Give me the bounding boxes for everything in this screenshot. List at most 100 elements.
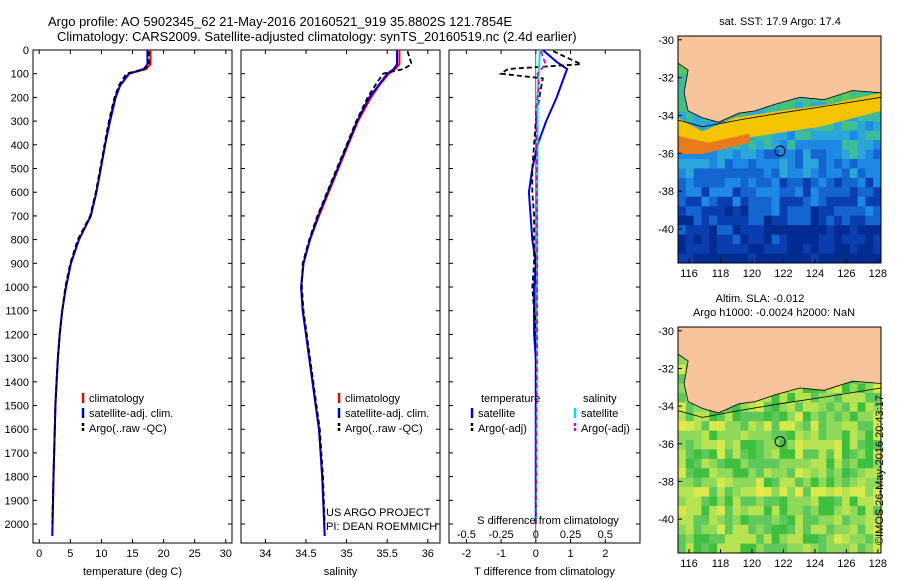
field-cell <box>841 534 851 544</box>
field-cell <box>795 430 804 441</box>
field-cell <box>818 196 827 207</box>
field-cell <box>834 253 843 264</box>
field-cell <box>732 477 741 488</box>
field-cell <box>748 158 757 169</box>
field-cell <box>771 158 780 169</box>
field-cell <box>748 402 757 413</box>
field-cell <box>701 477 710 488</box>
field-cell <box>732 158 741 169</box>
field-cell <box>841 421 851 431</box>
field-cell <box>795 543 804 554</box>
depth-tick-label: 200 <box>11 92 29 104</box>
field-cell <box>771 225 780 236</box>
field-cell <box>873 440 882 450</box>
field-cell <box>865 496 874 507</box>
field-cell <box>810 196 819 207</box>
field-cell <box>685 440 695 450</box>
field-cell <box>841 158 851 169</box>
field-cell <box>685 187 695 198</box>
field-cell <box>865 524 874 535</box>
field-cell <box>795 515 804 526</box>
depth-tick-label: 1800 <box>5 472 29 484</box>
field-cell <box>763 158 773 169</box>
field-cell <box>857 168 866 179</box>
field-cell <box>685 168 695 179</box>
field-cell <box>678 168 687 179</box>
field-cell <box>763 206 773 217</box>
field-cell <box>771 421 780 431</box>
field-cell <box>826 177 835 188</box>
field-cell <box>709 206 718 217</box>
series-salinity-1 <box>300 50 398 536</box>
field-cell <box>834 140 843 150</box>
field-cell <box>873 487 882 497</box>
field-cell <box>810 430 819 441</box>
field-cell <box>717 458 726 469</box>
field-cell <box>810 543 819 554</box>
field-cell <box>849 130 858 141</box>
field-cell <box>826 158 835 169</box>
field-cell <box>779 468 788 479</box>
field-cell <box>771 102 780 113</box>
field-cell <box>771 140 780 150</box>
lat-tick-label: -32 <box>658 73 674 85</box>
bathymetry-contour <box>677 96 882 128</box>
field-cell <box>748 421 757 431</box>
field-cell <box>810 477 819 488</box>
field-cell <box>701 421 710 431</box>
field-cell <box>779 534 788 544</box>
field-cell <box>740 515 749 526</box>
field-cell <box>795 140 804 150</box>
field-cell <box>865 168 874 179</box>
field-cell <box>865 468 874 479</box>
field-cell <box>771 411 780 422</box>
x-tick-label: 35.5 <box>376 548 397 560</box>
map-frame <box>677 35 882 264</box>
field-cell <box>678 374 687 384</box>
field-cell <box>779 253 788 264</box>
field-cell <box>678 543 687 554</box>
field-cell <box>771 515 780 526</box>
lat-tick-label: -38 <box>658 476 674 488</box>
field-cell <box>678 364 687 375</box>
field-cell <box>834 468 843 479</box>
figure-title-line2: Climatology: CARS2009. Satellite-adjuste… <box>57 29 577 44</box>
field-cell <box>802 458 812 469</box>
field-cell <box>818 449 827 460</box>
field-cell <box>763 468 773 479</box>
field-cell <box>810 524 819 535</box>
field-cell <box>685 158 695 169</box>
field-cell <box>834 477 843 488</box>
field-cell <box>787 130 796 141</box>
lat-tick-label: -30 <box>658 35 674 47</box>
warm-band <box>678 133 750 155</box>
x-tick-label: 10 <box>95 548 107 560</box>
field-cell <box>717 543 726 554</box>
field-cell <box>810 225 819 236</box>
field-cell <box>802 253 812 264</box>
field-cell <box>740 140 749 150</box>
field-cell <box>865 392 874 403</box>
field-cell <box>865 130 874 141</box>
field-cell <box>701 468 710 479</box>
field-cell <box>795 225 804 236</box>
field-cell <box>779 487 788 497</box>
field-cell <box>678 355 687 366</box>
field-cell <box>748 440 757 450</box>
field-cell <box>802 496 812 507</box>
field-cell <box>826 187 835 198</box>
field-cell <box>709 496 718 507</box>
field-cell <box>841 121 851 131</box>
field-cell <box>732 515 741 526</box>
field-cell <box>763 458 773 469</box>
legend-label: satellite-adj. clim. <box>89 408 173 420</box>
s-tick-label: 0 <box>533 529 539 541</box>
field-cell <box>834 524 843 535</box>
field-cell <box>810 149 819 160</box>
field-cell <box>709 440 718 450</box>
field-cell <box>826 543 835 554</box>
field-cell <box>771 402 780 413</box>
field-cell <box>779 543 788 554</box>
field-cell <box>756 149 765 160</box>
field-cell <box>818 496 827 507</box>
